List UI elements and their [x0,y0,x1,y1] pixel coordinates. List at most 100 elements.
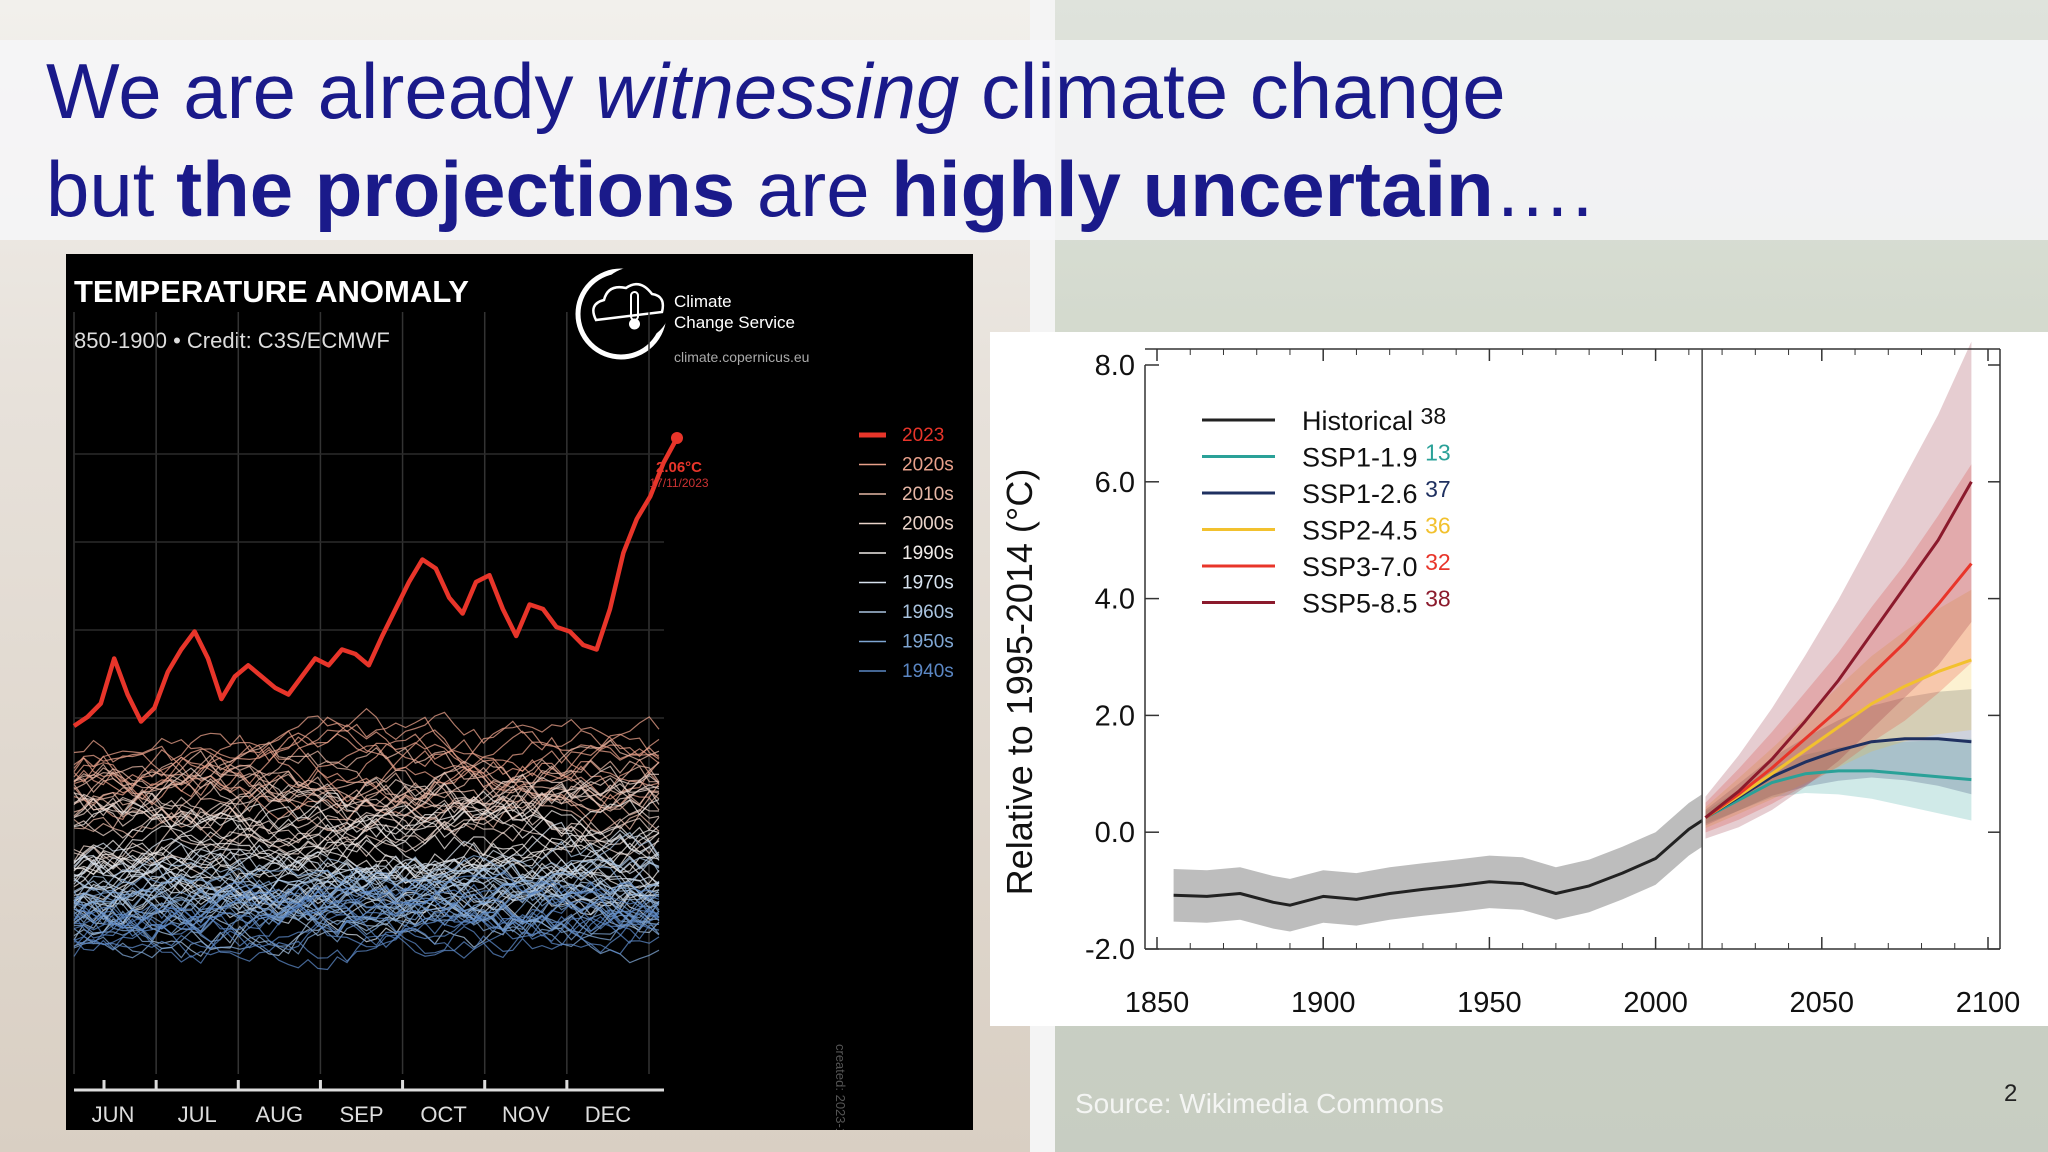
historical-year-line [73,856,660,914]
y-tick-label: 4.0 [1095,584,1135,616]
historical-year-line [73,880,660,947]
annotation-point-2023 [671,432,683,444]
historical-year-line [73,866,660,941]
historical-year-line [73,765,660,839]
temperature-anomaly-svg: TEMPERATURE ANOMALY 850-1900 • Credit: C… [72,267,954,1152]
historical-year-line [73,790,660,872]
right-chart-axes: 8.0 6.0 4.0 2.0 0.0 -2.0 1850 1900 1950 2000 2050 2… [1085,348,2021,1019]
x-tick-label: 2050 [1790,987,1855,1019]
left-chart-legend: 2023 2020s 2010s 2000s 1990s 1970s 1960s 1950s 1… [859,425,954,682]
x-tick-label: 2100 [1956,987,2021,1019]
x-tick-label: 1900 [1291,987,1356,1019]
line-Historical [1173,819,1703,907]
y-axis-label: Relative to 1995-2014 (°C) [999,469,1040,896]
historical-year-line [73,733,660,823]
title-line1: We are already witnessing climate change [46,47,1506,135]
month-tick-label: SEP [339,1102,383,1127]
historical-year-line [73,765,660,839]
left-chart-title: TEMPERATURE ANOMALY [74,274,469,309]
month-tick-label: DEC [585,1102,632,1127]
historical-year-line [73,829,660,887]
month-tick-label: AUG [256,1102,304,1127]
historical-year-line [73,856,660,931]
legend-label-2000s: 2000s [902,514,954,535]
ssp-projection-chart: 8.0 6.0 4.0 2.0 0.0 -2.0 1850 1900 1950 2000 2050 2… [990,332,2048,1026]
title-band [0,40,2048,240]
legend-label-SSP5-8.5: SSP5-8.5 38 [1302,586,1451,619]
x-tick-label: 1850 [1125,987,1190,1019]
historical-year-line [73,802,660,887]
y-tick-label: -2.0 [1085,934,1135,966]
legend-label-1970s: 1970s [902,573,954,594]
legend-model-count: 32 [1425,549,1451,575]
historical-year-line [73,895,660,958]
historical-years-lines [73,707,660,971]
historical-year-line [73,707,660,821]
annotation-date: 17/11/2023 [649,476,708,490]
historical-year-line [73,730,660,804]
legend-model-count: 38 [1425,586,1451,612]
historical-year-line [73,886,660,964]
annotation-value: 2.06°C [656,459,702,476]
historical-year-line [73,767,660,839]
line-SSP2-4.5 [1704,658,1972,819]
month-tick-label: OCT [420,1102,466,1127]
x-tick-label: 2000 [1623,987,1688,1019]
temperature-anomaly-chart: TEMPERATURE ANOMALY 850-1900 • Credit: C… [66,254,973,1152]
historical-year-line [73,762,659,813]
historical-year-line [73,739,660,832]
legend-label-1940s: 1940s [902,661,954,682]
line-SSP1-1.9 [1704,769,1972,819]
month-tick-label: JUL [178,1102,217,1127]
band-SSP5-8.5 [1705,341,1972,839]
historical-year-line [73,882,660,952]
legend-label-SSP1-2.6: SSP1-2.6 37 [1302,476,1451,509]
historical-year-line [73,866,660,916]
legend-model-count: 36 [1425,513,1451,539]
legend-label-Historical: Historical 38 [1302,403,1446,436]
historical-year-line [73,736,660,817]
historical-year-line [73,908,660,951]
legend-label-SSP3-7.0: SSP3-7.0 32 [1302,549,1451,582]
historical-year-line [73,823,660,884]
line-SSP5-8.5 [1704,481,1973,819]
historical-year-line [73,881,660,931]
projection-lines [1173,481,1973,907]
y-tick-label: 2.0 [1095,700,1135,732]
legend-label-2020s: 2020s [902,455,954,476]
legend-label-1960s: 1960s [902,602,954,623]
slide-title: We are already witnessing climate change… [46,42,1593,238]
legend-label-SSP2-4.5: SSP2-4.5 36 [1302,513,1451,546]
historical-year-line [73,883,660,955]
left-chart-x-axis: JUN JUL AUG SEP OCT NOV DEC [74,1080,664,1127]
x-tick-label: 1950 [1457,987,1522,1019]
logo-text-line1: Climate [674,292,732,311]
historical-year-line [73,716,660,806]
band-SSP1-1.9 [1705,738,1972,824]
line-SSP3-7.0 [1704,562,1973,819]
historical-year-line [73,754,660,834]
historical-year-line [73,892,660,959]
copernicus-logo-icon [575,267,671,360]
logo-url: climate.copernicus.eu [674,349,809,365]
legend-label-1990s: 1990s [902,543,954,564]
legend-label-2023: 2023 [902,425,944,446]
y-tick-label: 6.0 [1095,467,1135,499]
month-tick-label: JUN [92,1102,135,1127]
historical-year-line [73,785,660,846]
legend-label-1950s: 1950s [902,632,954,653]
band-Historical [1173,794,1703,932]
historical-year-line [73,771,660,817]
left-chart-grid [73,312,664,1074]
historical-year-line [73,799,660,852]
historical-year-line [73,871,660,965]
series-2023-line [72,436,679,728]
legend-model-count: 37 [1425,476,1451,502]
y-tick-label: 0.0 [1095,817,1135,849]
band-SSP1-2.6 [1705,689,1972,826]
logo-text-line2: Change Service [674,313,795,332]
title-line2: but the projections are highly uncertain… [46,145,1594,233]
historical-year-line [73,741,660,830]
created-date-vertical: created: 2023-11-19 [833,1044,848,1130]
legend-model-count: 13 [1425,440,1451,466]
